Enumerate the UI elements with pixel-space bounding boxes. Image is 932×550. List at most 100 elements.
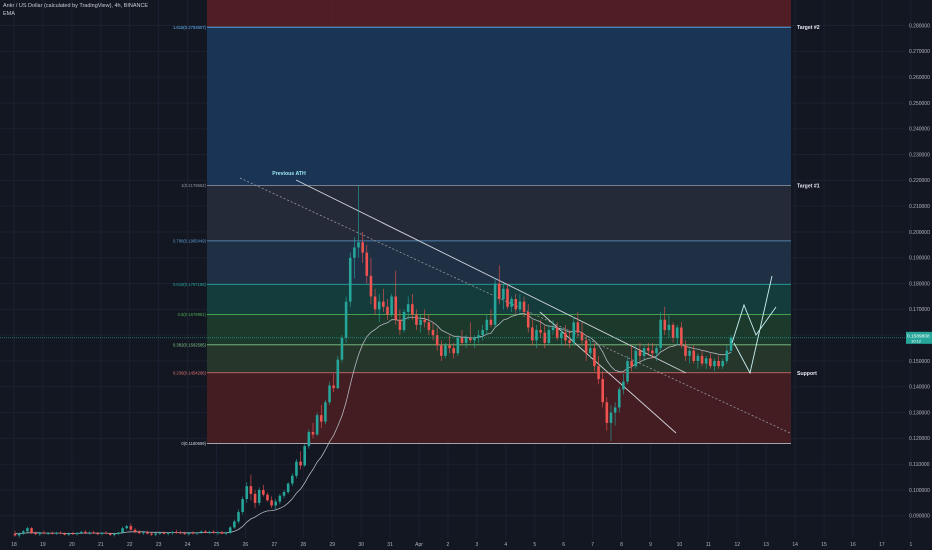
candle-body xyxy=(419,319,422,325)
candle-body xyxy=(266,494,269,501)
candle-body xyxy=(684,345,687,356)
candle-body xyxy=(249,486,253,494)
descending-trendline[interactable] xyxy=(295,179,687,374)
fib-level-label: 0(0.1180699) xyxy=(181,441,206,446)
candle-body xyxy=(257,490,261,503)
candle-body xyxy=(270,500,273,506)
candle-body xyxy=(464,337,468,343)
projection-arrow-upper[interactable] xyxy=(733,275,773,375)
candle-body xyxy=(411,304,414,315)
candle-body xyxy=(605,402,609,423)
candle-body xyxy=(535,330,538,341)
candle-body xyxy=(671,324,675,338)
price-axis[interactable]: 0.280000 0.270000 0.260000 0.250000 0.240000… xyxy=(906,23,932,520)
candle-body xyxy=(59,532,62,534)
candle-body xyxy=(262,490,265,495)
candle-body xyxy=(274,501,278,506)
symbol-title: Ankr / US Dollar (calculated by TradingV… xyxy=(3,3,149,9)
x-tick-label: 10 xyxy=(677,542,683,548)
x-tick-label: 17 xyxy=(879,542,885,548)
candle-body xyxy=(651,350,654,354)
x-tick-label: 2 xyxy=(447,542,450,548)
candle-body xyxy=(179,532,182,534)
annotation-previous-ath[interactable]: Previous ATH xyxy=(272,171,306,177)
x-tick-label: 19 xyxy=(40,542,46,548)
candle-body xyxy=(17,533,21,536)
ema-indicator-label[interactable]: EMA xyxy=(3,11,15,17)
candle-body xyxy=(431,330,435,336)
fib-zone-7 xyxy=(207,372,791,444)
candle-body xyxy=(104,532,108,534)
candle-body xyxy=(704,358,708,364)
candle-body xyxy=(390,296,393,315)
candle-body xyxy=(92,532,95,534)
y-tick-label: 0.230000 xyxy=(909,152,930,158)
x-tick-label: 14 xyxy=(792,542,798,548)
candle-body xyxy=(460,337,464,343)
fib-level-label: 0.618(0.1797188) xyxy=(173,282,207,287)
candle-body xyxy=(365,252,369,276)
x-tick-label: 20 xyxy=(69,542,75,548)
annotation-target-1[interactable]: Target #1 xyxy=(797,184,820,190)
candle-body xyxy=(506,288,509,307)
candle-body xyxy=(584,340,588,354)
x-tick-label: Apr xyxy=(415,542,423,548)
y-tick-label: 0.140000 xyxy=(909,385,930,391)
candle-body xyxy=(415,314,418,325)
candle-body xyxy=(303,446,306,466)
candle-body xyxy=(67,533,71,535)
candle-body xyxy=(228,527,232,533)
candle-body xyxy=(117,532,120,534)
time-axis[interactable]: 18 19 20 21 22 23 24 25 26 27 28 29 30 31 Apr 2 3 4 5 6 7 8 9 1… xyxy=(11,542,912,548)
candle-body xyxy=(601,379,604,403)
candle-body xyxy=(382,301,385,307)
candle-body xyxy=(121,528,124,533)
candle-body xyxy=(216,532,220,534)
candle-body xyxy=(55,532,58,534)
candle-body xyxy=(137,531,141,534)
candle-body xyxy=(100,532,104,534)
x-tick-label: 9 xyxy=(649,542,652,548)
candle-body xyxy=(195,532,199,534)
fib-zone-5 xyxy=(207,314,791,345)
candle-body xyxy=(617,389,621,408)
projection-arrow-lower[interactable] xyxy=(731,303,777,344)
candle-body xyxy=(468,337,472,341)
candle-body xyxy=(150,533,153,535)
candle-body xyxy=(315,415,319,435)
candle-body xyxy=(721,360,725,367)
x-tick-label: 13 xyxy=(763,542,769,548)
candle-body xyxy=(589,348,592,354)
candle-body xyxy=(402,311,406,331)
y-tick-label: 0.130000 xyxy=(909,410,930,416)
y-tick-label: 0.200000 xyxy=(909,230,930,236)
candle-body xyxy=(175,532,178,533)
dotted-trendline[interactable] xyxy=(239,177,791,434)
candle-body xyxy=(713,360,716,367)
candle-body xyxy=(46,533,50,534)
fib-zone-0 xyxy=(207,0,791,28)
x-tick-label: 15 xyxy=(821,542,827,548)
candle-body xyxy=(113,533,116,535)
fib-level-label: 1.618(0.2793607) xyxy=(173,25,207,30)
y-tick-label: 0.190000 xyxy=(909,256,930,262)
annotation-support[interactable]: Support xyxy=(797,371,817,377)
y-tick-label: 0.090000 xyxy=(909,514,930,520)
candle-body xyxy=(663,319,667,331)
y-tick-label: 0.210000 xyxy=(909,204,930,210)
y-tick-label: 0.280000 xyxy=(909,23,930,29)
y-tick-label: 0.110000 xyxy=(909,462,930,468)
candle-body xyxy=(729,337,733,351)
candle-body xyxy=(518,301,522,310)
annotation-target-2[interactable]: Target #2 xyxy=(797,25,820,31)
fib-level-label: 0.382(0.1562585) xyxy=(173,342,207,347)
steep-trendline[interactable] xyxy=(539,311,677,434)
x-tick-label: 1 xyxy=(909,542,912,548)
x-tick-label: 12 xyxy=(734,542,740,548)
candle-body xyxy=(146,532,149,534)
x-tick-label: 7 xyxy=(591,542,594,548)
x-tick-label: 18 xyxy=(11,542,17,548)
candle-body xyxy=(158,532,162,534)
candle-body xyxy=(286,483,290,493)
